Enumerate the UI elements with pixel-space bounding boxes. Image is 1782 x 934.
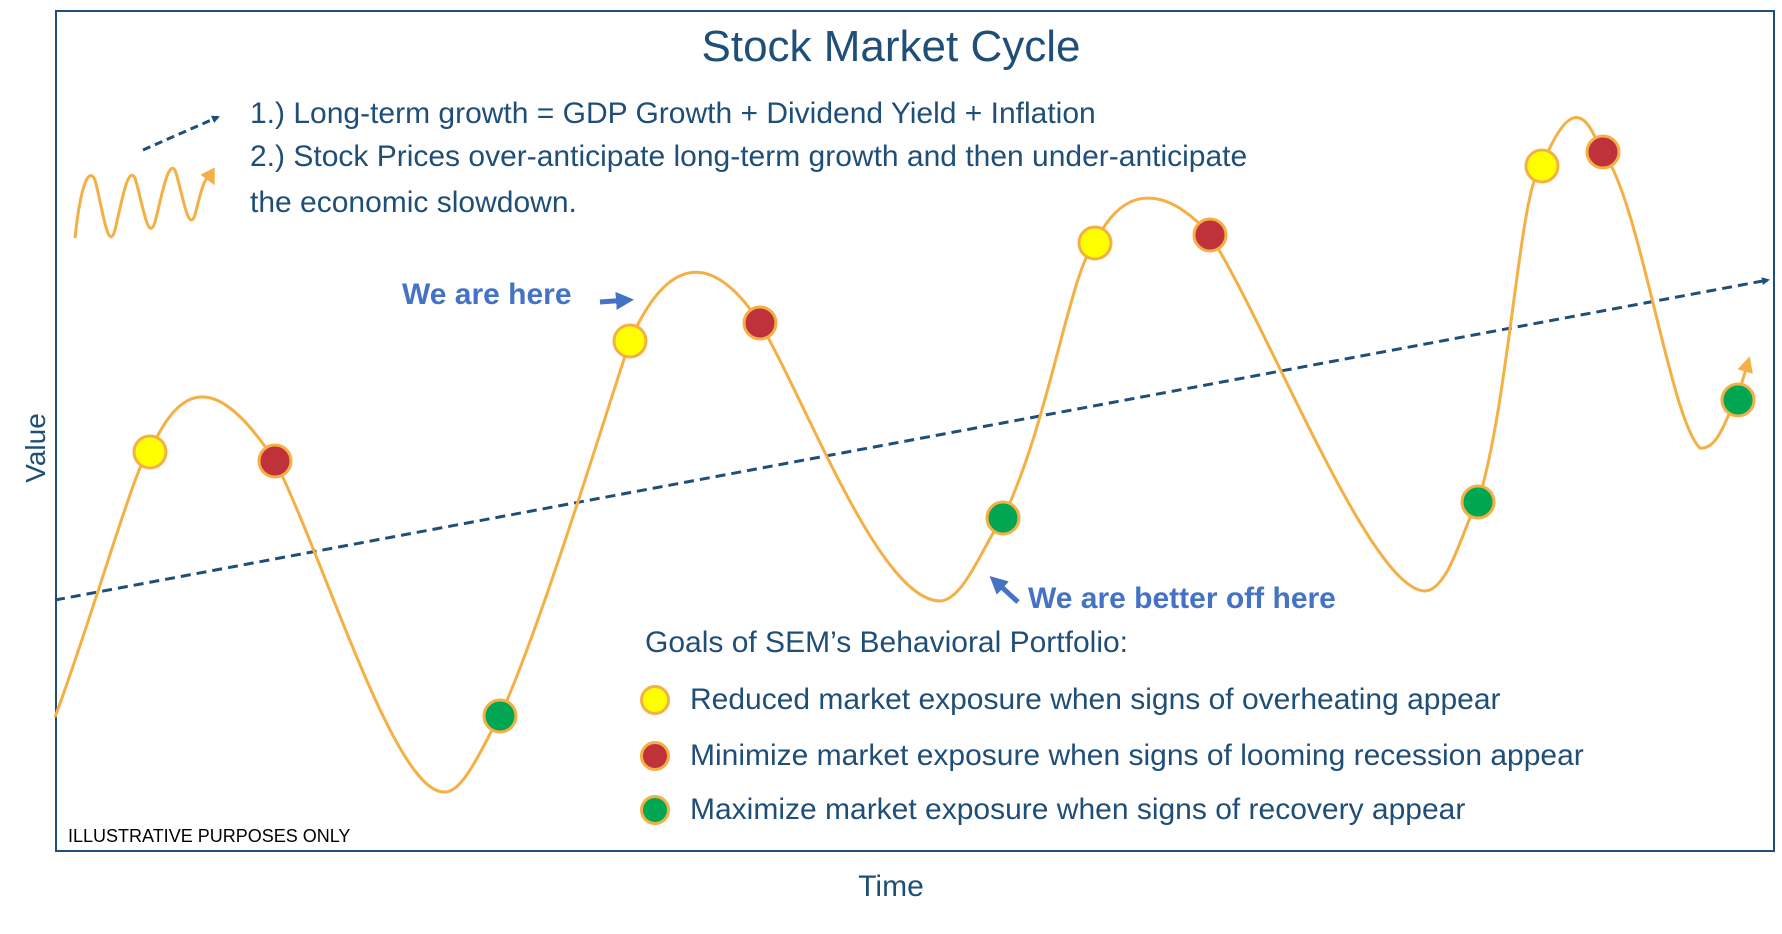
yellow-dot-icon — [640, 685, 670, 715]
red-signal-marker — [257, 443, 293, 479]
mini-trend-arrow — [142, 115, 220, 152]
better-off-arrow — [989, 575, 1020, 604]
legend-item-recession: Minimize market exposure when signs of l… — [640, 732, 1584, 780]
trend-line — [54, 277, 1770, 602]
yellow-signal-marker — [1524, 148, 1560, 184]
x-axis-label: Time — [858, 870, 924, 903]
yellow-signal-marker — [1077, 225, 1113, 261]
note-line-2: 2.) Stock Prices over-anticipate long-te… — [250, 140, 1248, 173]
chart-frame — [55, 10, 1775, 852]
yellow-signal-marker — [612, 323, 648, 359]
mini-cycle-wave — [73, 166, 215, 239]
better-off-callout: We are better off here — [1028, 582, 1336, 615]
note-line-3: the economic slowdown. — [250, 186, 577, 219]
legend-title: Goals of SEM’s Behavioral Portfolio: — [645, 626, 1129, 659]
we-are-here-arrow — [599, 291, 634, 310]
legend-item-label: Minimize market exposure when signs of l… — [690, 739, 1584, 772]
green-signal-marker — [1720, 382, 1756, 418]
red-signal-marker — [1192, 217, 1228, 253]
green-signal-marker — [985, 500, 1021, 536]
red-dot-icon — [640, 741, 670, 771]
legend-item-recovery: Maximize market exposure when signs of r… — [640, 786, 1465, 834]
red-signal-marker — [1585, 134, 1621, 170]
green-signal-marker — [1460, 484, 1496, 520]
red-signal-marker — [742, 305, 778, 341]
note-line-1: 1.) Long-term growth = GDP Growth + Divi… — [250, 97, 1096, 130]
y-axis-label: Value — [20, 413, 51, 483]
we-are-here-callout: We are here — [402, 278, 572, 311]
legend-item-label: Maximize market exposure when signs of r… — [690, 793, 1466, 826]
yellow-signal-marker — [132, 434, 168, 470]
green-signal-marker — [482, 698, 518, 734]
disclaimer: ILLUSTRATIVE PURPOSES ONLY — [68, 826, 351, 846]
chart-title: Stock Market Cycle — [701, 22, 1081, 71]
legend-item-overheating: Reduced market exposure when signs of ov… — [640, 676, 1501, 724]
legend-item-label: Reduced market exposure when signs of ov… — [690, 683, 1501, 716]
green-dot-icon — [640, 795, 670, 825]
